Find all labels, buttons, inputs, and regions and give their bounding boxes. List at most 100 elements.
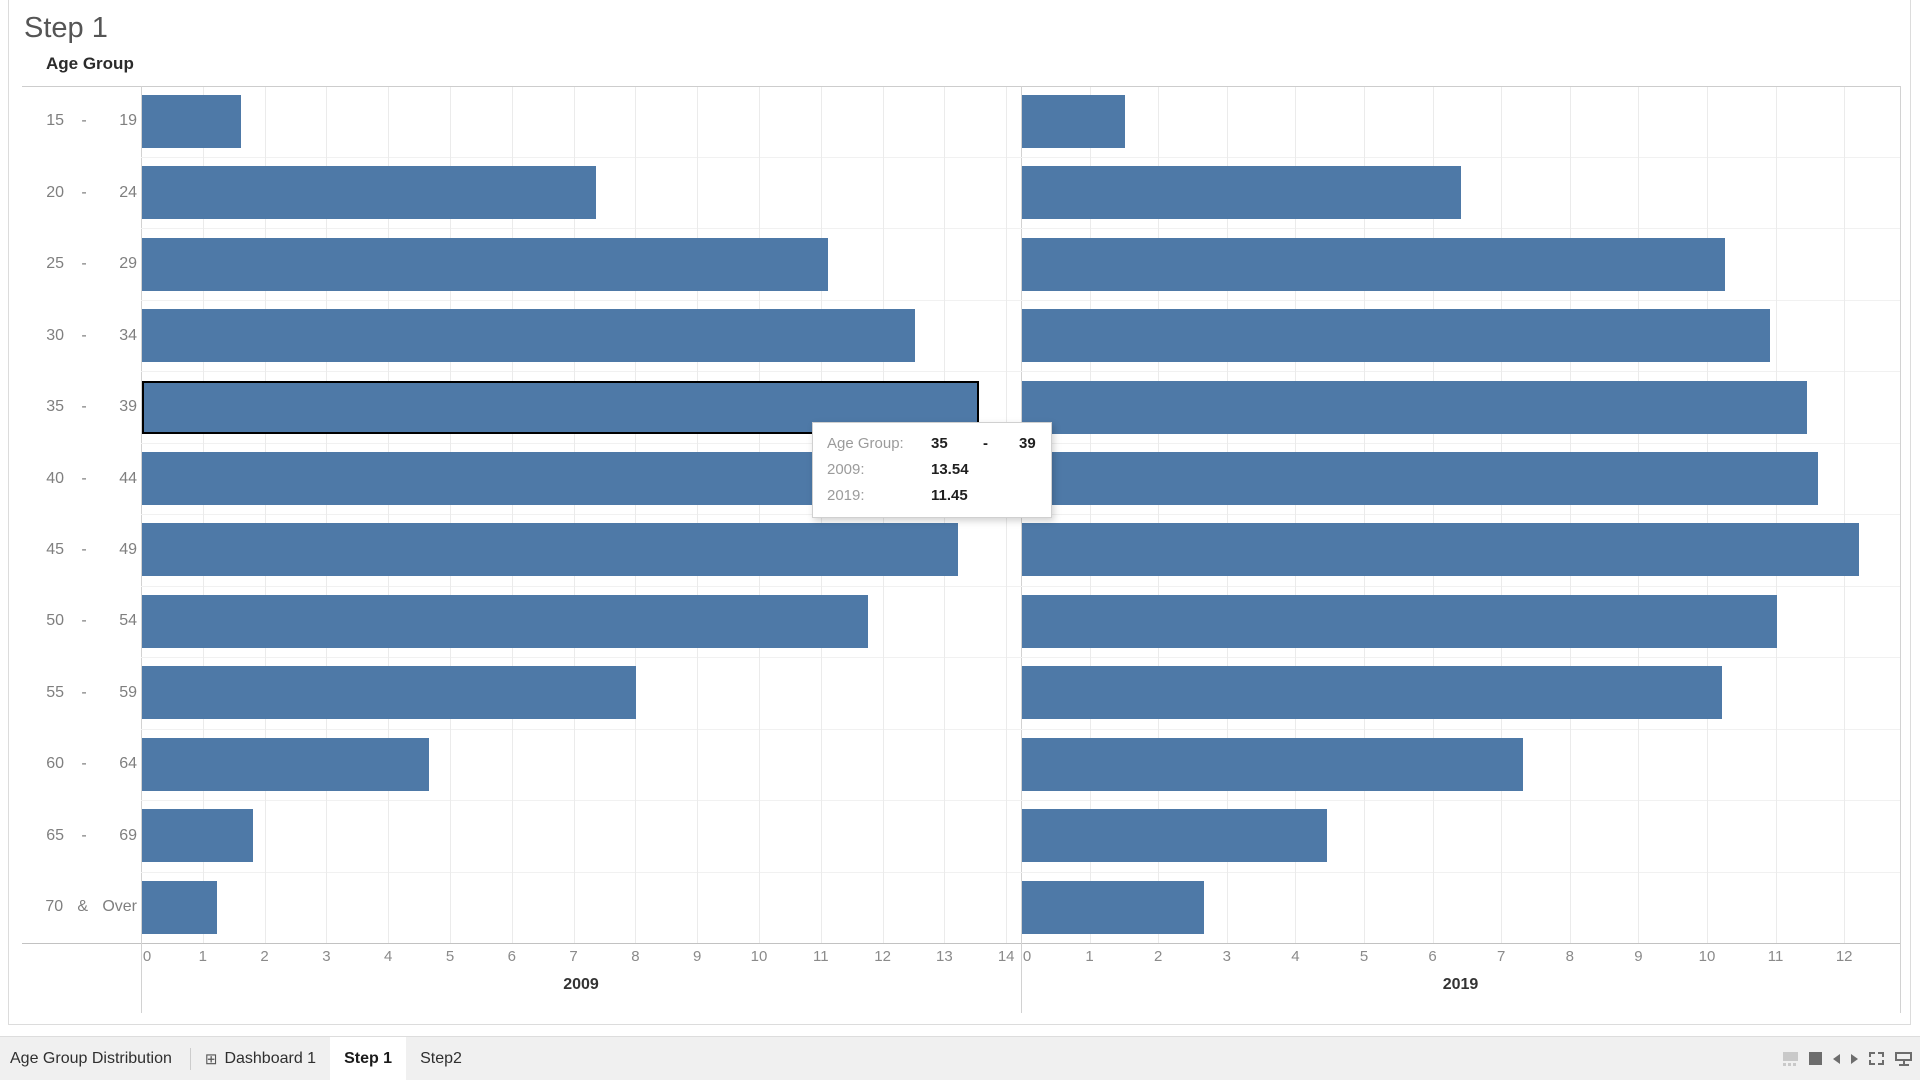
bar-2009-70&Over[interactable] [142, 880, 218, 934]
tab-age-group-distribution[interactable]: Age Group Distribution [0, 1037, 190, 1080]
row-label-part: - [81, 398, 87, 416]
axis-tick-2019-3: 3 [1222, 948, 1231, 965]
gridline [1295, 86, 1297, 943]
row-label-35: 35- 39 [20, 371, 137, 442]
bar-2009-60-64[interactable] [142, 737, 430, 791]
sheet-sorter-block [1783, 1051, 1798, 1061]
tooltip-row-age-group: Age Group: 35 - 39 [827, 431, 1037, 457]
bar-2019-65-69[interactable] [1022, 809, 1328, 863]
next-sheet-icon[interactable] [1851, 1053, 1858, 1064]
axis-tick-2019-12: 12 [1835, 948, 1853, 965]
gridline [202, 86, 204, 943]
row-label-part: 70 [45, 898, 64, 916]
bar-2009-25-29[interactable] [142, 237, 828, 291]
row-divider [141, 299, 1900, 301]
axis-tick-2009-14: 14 [997, 948, 1015, 965]
gridline [264, 86, 266, 943]
presentation-mode-icon[interactable] [1895, 1051, 1912, 1066]
row-label-part: - [81, 540, 87, 558]
axis-tick-2019-11: 11 [1767, 948, 1784, 965]
row-label-50: 50- 54 [20, 586, 137, 657]
bar-2019-40-44[interactable] [1022, 451, 1818, 505]
bar-2019-55-59[interactable] [1022, 666, 1722, 720]
tab-bar-controls [1783, 1037, 1920, 1080]
bar-2019-35-39[interactable] [1022, 380, 1808, 434]
axis-tick-2009-2: 2 [260, 948, 269, 965]
sheet-title: Step 1 [24, 12, 108, 44]
axis-tick-2019-8: 8 [1565, 948, 1574, 965]
tooltip-row-2019: 2019: 11.45 [827, 483, 1037, 509]
bar-2009-65-69[interactable] [142, 809, 254, 863]
row-label-15: 15- 19 [20, 86, 137, 157]
row-label-part: & [77, 898, 89, 916]
bar-2019-70&Over[interactable] [1022, 880, 1204, 934]
axis-tick-2009-7: 7 [569, 948, 578, 965]
tooltip-label: 2009: [827, 461, 865, 478]
axis-tick-2019-0: 0 [1022, 948, 1032, 965]
bar-2019-25-29[interactable] [1022, 237, 1726, 291]
plot-right-border [1900, 85, 1901, 1013]
axis-tick-2019-7: 7 [1497, 948, 1506, 965]
bar-2009-30-34[interactable] [142, 309, 915, 363]
tab-label: Step 1 [344, 1049, 393, 1067]
tab-label: Step2 [420, 1049, 462, 1067]
row-label-40: 40- 44 [20, 443, 137, 514]
row-divider [141, 371, 1900, 373]
tab-dashboard-1[interactable]: ⊞ Dashboard 1 [191, 1037, 330, 1080]
row-divider [141, 228, 1900, 230]
axis-tick-2009-12: 12 [874, 948, 891, 965]
previous-sheet-icon[interactable] [1833, 1053, 1840, 1064]
bar-2019-45-49[interactable] [1022, 523, 1859, 577]
row-divider [141, 871, 1900, 873]
axis-tick-2019-2: 2 [1154, 948, 1163, 965]
row-label-part: 60 [46, 755, 64, 773]
row-label-part: - [81, 255, 87, 273]
axis-tick-2009-8: 8 [631, 948, 640, 965]
bar-2019-15-19[interactable] [1022, 94, 1125, 148]
axis-tick-2009-9: 9 [693, 948, 702, 965]
tooltip: Age Group: 35 - 39 2009: 13.54 2019: 11.… [812, 422, 1052, 518]
bar-2009-45-49[interactable] [142, 523, 958, 577]
row-label-part: 55 [46, 683, 64, 701]
bar-2019-50-54[interactable] [1022, 594, 1777, 648]
axis-tick-2019-4: 4 [1291, 948, 1300, 965]
tooltip-row-2009: 2009: 13.54 [827, 457, 1037, 483]
tab-step2[interactable]: Step2 [406, 1037, 476, 1080]
sheet-sorter-icon[interactable] [1783, 1051, 1798, 1066]
gridline [511, 86, 513, 943]
row-label-part: 34 [119, 326, 137, 344]
bar-2009-35-39[interactable] [142, 380, 979, 434]
tooltip-value-2009: 13.54 [931, 461, 969, 478]
gridline [1158, 86, 1160, 943]
bar-2019-20-24[interactable] [1022, 166, 1462, 220]
fullscreen-icon[interactable] [1869, 1052, 1884, 1065]
tooltip-age-dash: - [983, 435, 988, 452]
bar-2019-60-64[interactable] [1022, 737, 1523, 791]
row-label-part: 29 [119, 255, 137, 273]
gridline [1089, 86, 1091, 943]
row-label-part: - [81, 469, 87, 487]
bar-2009-20-24[interactable] [142, 166, 597, 220]
bar-2019-30-34[interactable] [1022, 309, 1770, 363]
bar-2009-15-19[interactable] [142, 94, 241, 148]
row-divider [141, 585, 1900, 587]
row-label-part: 20 [46, 183, 64, 201]
tab-step-1[interactable]: Step 1 [330, 1037, 407, 1080]
row-label-part: - [81, 826, 87, 844]
row-label-part: 30 [46, 326, 64, 344]
gridline [697, 86, 699, 943]
row-label-part: Over [102, 898, 137, 916]
presentation-base [1898, 1063, 1909, 1066]
tab-label: Age Group Distribution [10, 1049, 172, 1067]
show-tabs-icon[interactable] [1809, 1052, 1822, 1065]
row-label-part: 40 [46, 469, 64, 487]
gridline [635, 86, 637, 943]
axis-title-2019: 2019 [1442, 976, 1479, 993]
bar-2009-50-54[interactable] [142, 594, 869, 648]
bar-2009-55-59[interactable] [142, 666, 637, 720]
gridline [1844, 86, 1846, 943]
axis-tick-2019-6: 6 [1428, 948, 1437, 965]
row-label-55: 55- 59 [20, 657, 137, 728]
row-label-part: 49 [119, 540, 137, 558]
row-label-part: 64 [119, 755, 137, 773]
